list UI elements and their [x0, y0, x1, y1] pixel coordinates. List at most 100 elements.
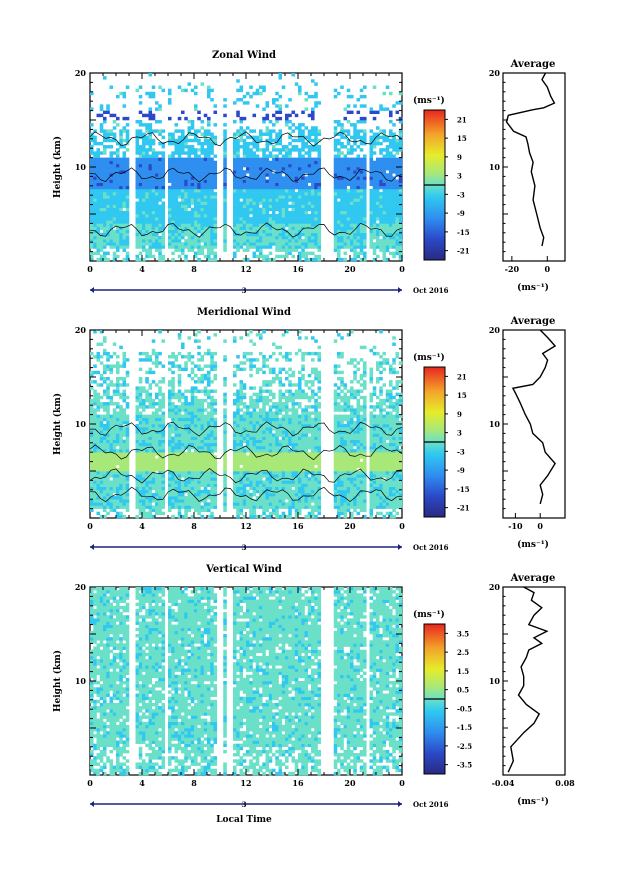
- heatmap-cell: [148, 167, 153, 171]
- heatmap-cell: [346, 492, 351, 497]
- heatmap-cell: [168, 502, 172, 506]
- heatmap-cell: [350, 496, 354, 500]
- heatmap-cell: [304, 163, 309, 168]
- heatmap-cell: [203, 245, 208, 249]
- heatmap-cell: [116, 167, 120, 171]
- heatmap-cell: [298, 242, 302, 246]
- heatmap-cell: [135, 499, 140, 503]
- heatmap-cell: [223, 239, 227, 243]
- heatmap-cell: [314, 207, 318, 212]
- heatmap-cell: [96, 464, 101, 469]
- heatmap-cell: [311, 176, 315, 180]
- heatmap-cell: [207, 458, 211, 462]
- heatmap-cell: [291, 182, 296, 187]
- heatmap-cell: [203, 242, 208, 246]
- heatmap-cell: [148, 182, 153, 187]
- heatmap-cell: [194, 204, 198, 209]
- heatmap-cell: [385, 145, 390, 149]
- heatmap-cell: [109, 160, 114, 165]
- heatmap-cell: [337, 217, 341, 221]
- heatmap-cell: [259, 185, 263, 190]
- heatmap-cell: [268, 229, 273, 234]
- heatmap-cell: [298, 508, 302, 513]
- heatmap-cell: [246, 163, 250, 168]
- heatmap-cell: [275, 480, 279, 484]
- heatmap-cell: [155, 198, 159, 202]
- heatmap-cell: [116, 185, 120, 190]
- heatmap-cell: [379, 461, 383, 466]
- heatmap-cell: [242, 160, 247, 165]
- heatmap-cell: [194, 471, 198, 475]
- heatmap-cell: [333, 167, 338, 171]
- heatmap-cell: [177, 464, 182, 469]
- heatmap-cell: [125, 486, 130, 491]
- heatmap-cell: [190, 188, 195, 193]
- heatmap-cell: [262, 480, 266, 484]
- heatmap-cell: [190, 160, 195, 165]
- heatmap-cell: [281, 195, 286, 199]
- heatmap-cell: [242, 141, 247, 146]
- heatmap-cell: [210, 207, 214, 212]
- heatmap-cell: [314, 185, 318, 190]
- heatmap-cell: [356, 486, 361, 491]
- heatmap-cell: [145, 151, 149, 155]
- profile-x-tick-label: 0: [544, 264, 550, 274]
- heatmap-cell: [291, 461, 296, 466]
- heatmap-cell: [392, 464, 396, 469]
- heatmap-cell: [96, 235, 101, 240]
- heatmap-cell: [249, 242, 253, 246]
- heatmap-cell: [239, 163, 244, 168]
- heatmap-cell: [90, 145, 94, 149]
- heatmap-cell: [262, 502, 266, 506]
- heatmap-cell: [187, 220, 192, 224]
- heatmap-cell: [288, 198, 292, 202]
- heatmap-cell: [376, 239, 380, 243]
- heatmap-cell: [363, 254, 367, 259]
- heatmap-cell: [106, 226, 110, 230]
- heatmap-cell: [197, 167, 201, 171]
- heatmap-cell: [138, 157, 143, 162]
- heatmap-cell: [356, 192, 361, 196]
- heatmap-cell: [184, 173, 188, 177]
- heatmap-cell: [265, 508, 270, 513]
- heatmap-cell: [382, 163, 387, 168]
- heatmap-cell: [363, 514, 367, 519]
- heatmap-cell: [200, 251, 205, 256]
- heatmap-cell: [239, 511, 244, 516]
- heatmap-cell: [112, 502, 117, 506]
- heatmap-cell: [333, 492, 338, 497]
- heatmap-cell: [314, 91, 318, 96]
- heatmap-cell: [301, 141, 305, 146]
- heatmap-cell: [340, 492, 344, 497]
- heatmap-cell: [268, 135, 273, 140]
- heatmap-cell: [353, 461, 357, 466]
- heatmap-cell: [272, 101, 276, 105]
- heatmap-cell: [210, 214, 214, 218]
- heatmap-cell: [353, 223, 357, 227]
- heatmap-cell: [119, 207, 123, 212]
- heatmap-cell: [372, 502, 377, 506]
- heatmap-cell: [142, 154, 146, 158]
- heatmap-cell: [187, 467, 192, 472]
- heatmap-cell: [294, 201, 299, 205]
- heatmap-cell: [281, 198, 286, 202]
- heatmap-cell: [242, 204, 247, 209]
- heatmap-cell: [213, 242, 218, 246]
- heatmap-cell: [249, 464, 253, 469]
- heatmap-cell: [350, 483, 354, 487]
- heatmap-cell: [207, 232, 211, 237]
- heatmap-cell: [246, 492, 250, 497]
- heatmap-cell: [275, 104, 279, 108]
- heatmap-cell: [272, 123, 276, 127]
- heatmap-cell: [194, 85, 198, 89]
- heatmap-cell: [317, 471, 322, 475]
- heatmap-cell: [174, 176, 179, 180]
- heatmap-cell: [285, 245, 289, 249]
- heatmap-cell: [246, 148, 250, 152]
- heatmap-cell: [291, 176, 296, 180]
- heatmap-cell: [103, 195, 107, 199]
- y-tick-label: 10: [75, 162, 87, 172]
- heatmap-cell: [181, 514, 185, 519]
- heatmap-cell: [262, 455, 266, 459]
- heatmap-cell: [398, 91, 403, 96]
